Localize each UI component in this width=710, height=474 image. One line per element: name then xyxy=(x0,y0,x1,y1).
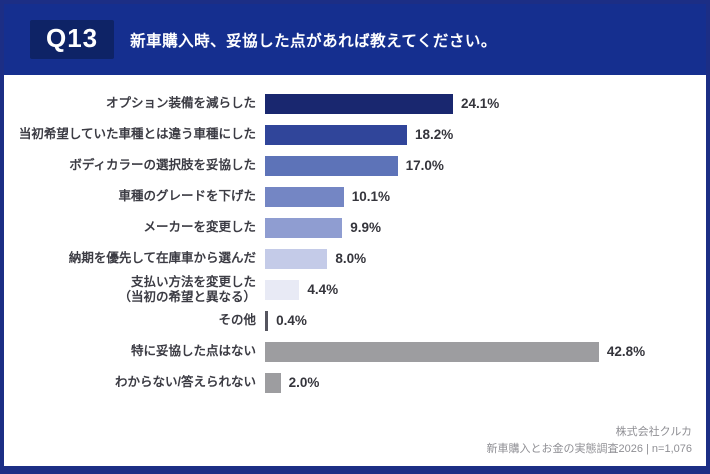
category-label: 特に妥協した点はない xyxy=(130,344,256,359)
category-label: わからない/答えられない xyxy=(115,375,256,390)
source-footer: 株式会社クルカ 新車購入とお金の実態調査2026 | n=1,076 xyxy=(486,424,692,458)
bar xyxy=(265,372,281,393)
bar xyxy=(265,248,328,269)
value-label: 42.8% xyxy=(606,344,646,359)
question-header: Q13 新車購入時、妥協した点があれば教えてください。 xyxy=(4,4,706,75)
category-label: メーカーを変更した xyxy=(143,220,256,235)
value-label: 9.9% xyxy=(350,220,381,235)
bar-row: 当初希望していた車種とは違う車種にした 18.2% xyxy=(4,119,706,150)
bar-row: オプション装備を減らした 24.1% xyxy=(4,88,706,119)
value-label: 24.1% xyxy=(460,96,500,111)
company-name: 株式会社クルカ xyxy=(615,425,692,438)
category-label: オプション装備を減らした xyxy=(105,96,256,111)
bar xyxy=(265,341,599,362)
bar xyxy=(265,124,407,145)
bar xyxy=(265,186,344,207)
value-label: 0.4% xyxy=(276,313,307,328)
bar xyxy=(265,155,398,176)
bar-row: わからない/答えられない 2.0% xyxy=(4,367,706,398)
category-label: 納期を優先して在庫車から選んだ xyxy=(68,251,256,266)
bar-rows: オプション装備を減らした 24.1% 当初希望していた車種とは違う車種にした 1… xyxy=(4,88,706,398)
value-label: 10.1% xyxy=(351,189,391,204)
category-label: 車種のグレードを下げた xyxy=(118,189,256,204)
bar-chart: オプション装備を減らした 24.1% 当初希望していた車種とは違う車種にした 1… xyxy=(4,75,706,398)
bar-row: 納期を優先して在庫車から選んだ 8.0% xyxy=(4,243,706,274)
bar-row: 車種のグレードを下げた 10.1% xyxy=(4,181,706,212)
bar-row: その他 0.4% xyxy=(4,305,706,336)
category-label: 支払い方法を変更した （当初の希望と異なる） xyxy=(118,275,256,304)
category-label: ボディカラーの選択肢を妥協した xyxy=(69,158,256,173)
bar-row: 特に妥協した点はない 42.8% xyxy=(4,336,706,367)
value-label: 8.0% xyxy=(335,251,367,266)
bar-row: メーカーを変更した 9.9% xyxy=(4,212,706,243)
value-label: 17.0% xyxy=(405,158,444,173)
bar xyxy=(265,279,300,300)
category-label: 当初希望していた車種とは違う車種にした xyxy=(18,127,256,142)
bar-row: 支払い方法を変更した （当初の希望と異なる） 4.4% xyxy=(4,274,706,305)
question-number-badge: Q13 xyxy=(30,20,115,59)
category-label: その他 xyxy=(218,313,256,328)
question-title: 新車購入時、妥協した点があれば教えてください。 xyxy=(130,32,497,50)
bar xyxy=(265,310,269,331)
bar xyxy=(265,217,343,238)
bar xyxy=(265,93,453,114)
bar-row: ボディカラーの選択肢を妥協した 17.0% xyxy=(4,150,706,181)
value-label: 2.0% xyxy=(288,375,320,390)
value-label: 18.2% xyxy=(414,127,454,142)
value-label: 4.4% xyxy=(307,282,339,297)
survey-source: 新車購入とお金の実態調査2026 | n=1,076 xyxy=(486,442,692,455)
